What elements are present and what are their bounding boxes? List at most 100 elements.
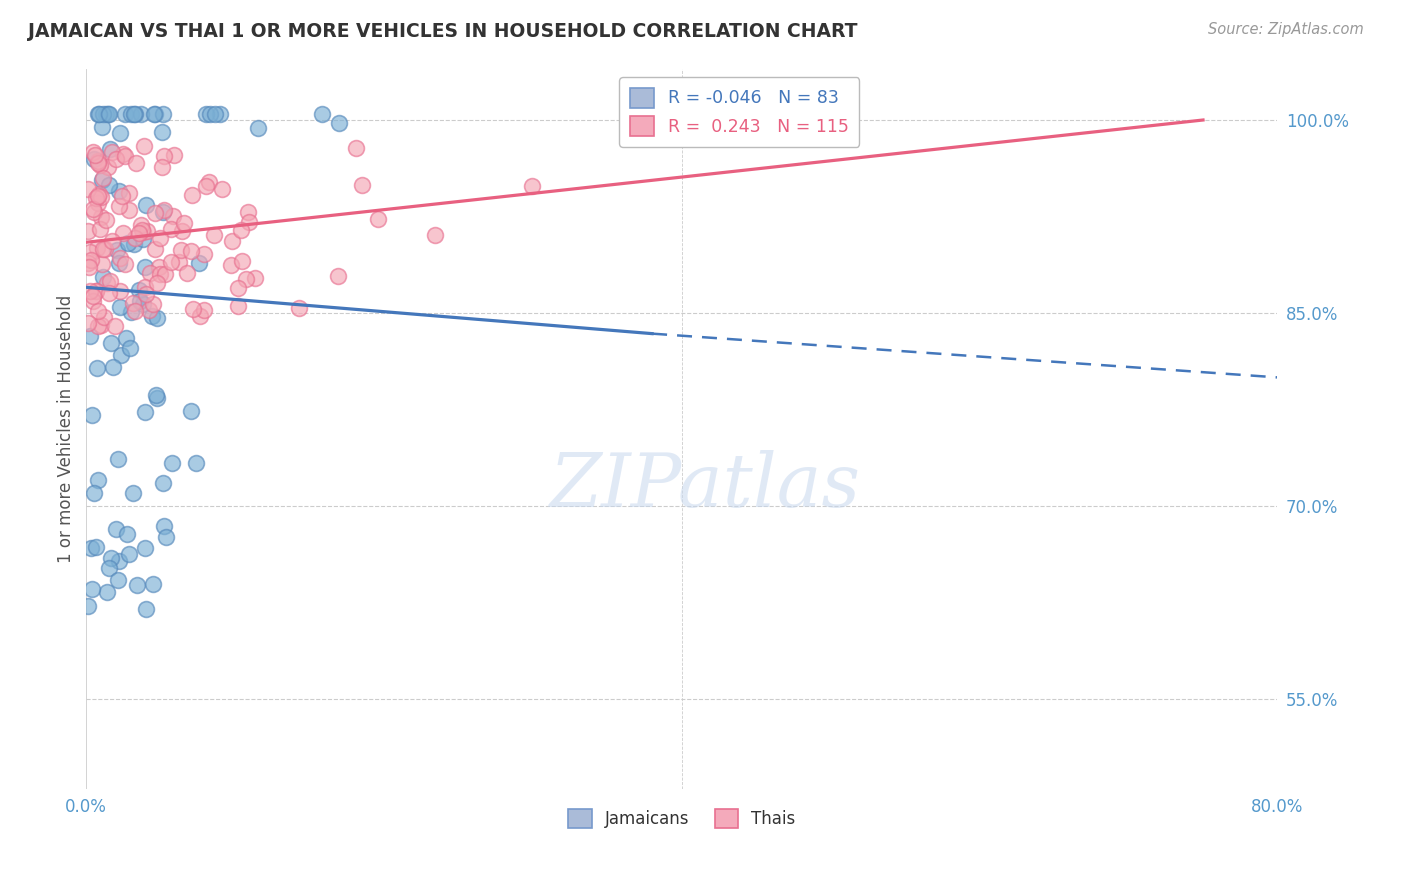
Point <box>89 106 111 120</box>
Point <box>163 148 186 162</box>
Point <box>235 271 257 285</box>
Point <box>132 297 155 311</box>
Point <box>162 210 184 224</box>
Point <box>188 310 211 324</box>
Text: ZIPatlas: ZIPatlas <box>550 450 862 523</box>
Point <box>124 231 146 245</box>
Point <box>90 120 112 135</box>
Point <box>311 106 333 120</box>
Point <box>96 106 118 120</box>
Point <box>328 115 350 129</box>
Point <box>247 121 270 136</box>
Point <box>108 301 131 315</box>
Point <box>146 391 169 405</box>
Point <box>228 281 250 295</box>
Point <box>108 251 131 265</box>
Point <box>108 255 131 269</box>
Point <box>135 602 157 616</box>
Point <box>180 404 202 418</box>
Point <box>118 547 141 561</box>
Point <box>96 585 118 599</box>
Point <box>111 147 134 161</box>
Point <box>122 236 145 251</box>
Point <box>134 260 156 274</box>
Point <box>104 522 127 536</box>
Point <box>108 554 131 568</box>
Point <box>135 286 157 301</box>
Point <box>167 254 190 268</box>
Point <box>159 255 181 269</box>
Point <box>204 106 226 120</box>
Point <box>118 341 141 355</box>
Point <box>76 182 98 196</box>
Point <box>107 452 129 467</box>
Point <box>173 217 195 231</box>
Point <box>91 170 114 185</box>
Point <box>83 153 105 167</box>
Point <box>108 184 131 198</box>
Point <box>236 205 259 219</box>
Point <box>143 106 166 120</box>
Point <box>118 203 141 218</box>
Point <box>134 541 156 555</box>
Point <box>243 270 266 285</box>
Point <box>132 225 155 239</box>
Legend: Jamaicans, Thais: Jamaicans, Thais <box>561 803 801 835</box>
Point <box>152 475 174 490</box>
Point <box>90 190 112 204</box>
Point <box>96 276 118 290</box>
Point <box>160 222 183 236</box>
Point <box>146 310 169 325</box>
Point <box>141 309 163 323</box>
Text: Source: ZipAtlas.com: Source: ZipAtlas.com <box>1208 22 1364 37</box>
Point <box>129 294 152 309</box>
Point <box>82 409 104 423</box>
Point <box>181 301 204 316</box>
Point <box>97 285 120 300</box>
Point <box>100 551 122 566</box>
Point <box>80 252 103 267</box>
Point <box>98 142 121 156</box>
Point <box>110 284 132 298</box>
Point <box>122 295 145 310</box>
Point <box>111 226 134 240</box>
Point <box>145 388 167 402</box>
Point <box>176 266 198 280</box>
Point <box>186 456 208 470</box>
Point <box>87 474 110 488</box>
Point <box>86 241 108 255</box>
Point <box>131 222 153 236</box>
Point <box>135 198 157 212</box>
Point <box>105 153 128 167</box>
Point <box>138 302 160 317</box>
Point <box>76 224 98 238</box>
Point <box>149 268 172 282</box>
Point <box>211 182 233 196</box>
Point <box>128 283 150 297</box>
Point <box>150 125 173 139</box>
Point <box>90 318 112 332</box>
Point <box>98 178 121 193</box>
Point <box>155 530 177 544</box>
Point <box>124 106 146 120</box>
Point <box>87 187 110 202</box>
Point <box>77 316 100 330</box>
Point <box>132 139 155 153</box>
Point <box>87 106 110 120</box>
Point <box>193 246 215 260</box>
Point <box>114 331 136 345</box>
Point <box>344 141 367 155</box>
Point <box>97 106 120 120</box>
Point <box>425 227 447 242</box>
Point <box>79 285 101 299</box>
Point <box>101 234 124 248</box>
Point <box>86 284 108 298</box>
Point <box>148 260 170 275</box>
Point <box>82 202 104 216</box>
Point <box>86 156 108 170</box>
Point <box>150 160 173 174</box>
Point <box>124 106 146 120</box>
Point <box>122 485 145 500</box>
Point <box>76 599 98 613</box>
Point <box>84 284 107 298</box>
